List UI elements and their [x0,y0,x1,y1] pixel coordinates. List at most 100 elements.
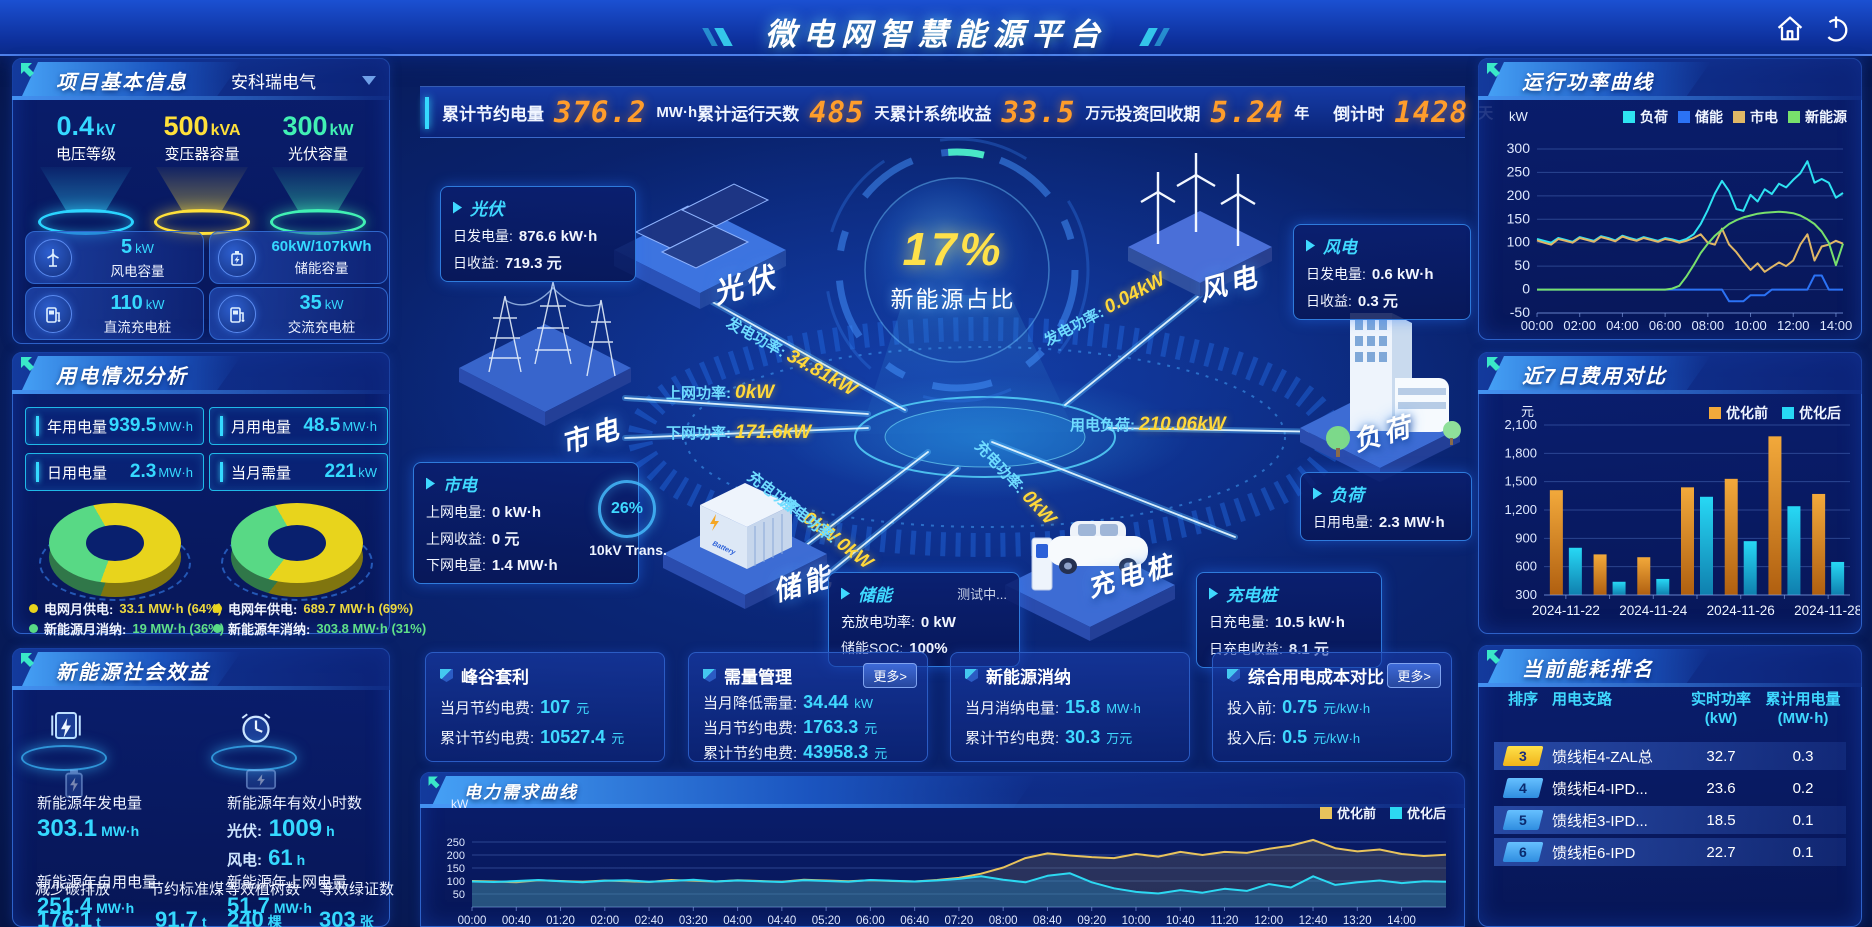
coal-value: 91.7 t [155,907,207,927]
arrow-icon [426,477,435,490]
co2-value: 176.1 t [37,907,101,927]
power-icon[interactable] [1820,13,1852,45]
svg-text:12:00: 12:00 [1777,318,1810,333]
tree-label: 等效植树数 [225,881,301,898]
legend-month-grid: 电网月供电: 33.1 MW·h (64%) [29,599,222,618]
svg-text:02:00: 02:00 [1563,318,1596,333]
battery-ghost-icon [59,767,89,806]
legend-dot [29,624,38,633]
company-dropdown[interactable]: 安科瑞电气 [231,68,376,93]
svg-text:08:40: 08:40 [1033,915,1062,927]
corner-arrow-icon [21,63,34,77]
card-peak-valley-arbitrage: 峰谷套利 当月节约电费: 107 元 累计节约电费: 10527.4 元 [425,652,665,762]
svg-text:150: 150 [447,863,465,875]
load-node-illustration [1300,313,1461,482]
kpi-bar: 累计节约电量 376.2 MW·h 累计运行天数 485 天 累计系统收益 33… [420,86,1493,138]
svg-text:2,100: 2,100 [1504,417,1537,432]
pv-info-panel: 光伏 日发电量: 876.6 kW·h 日收益: 719.3 元 [440,186,636,282]
table-row[interactable]: 3 馈线柜4-ZAL总 32.7 0.3 [1494,742,1846,770]
arrow-icon [1209,587,1218,600]
y-axis-unit: 元 [1521,404,1535,419]
legend-swatch [1389,807,1402,819]
dc-charger-icon [34,294,72,333]
kpi-notch [425,97,429,129]
generation-panel-icon [39,701,93,755]
svg-text:10:40: 10:40 [1166,915,1195,927]
svg-text:10:00: 10:00 [1122,915,1151,927]
svg-text:02:00: 02:00 [590,915,619,927]
storage-capacity-card: 60kW/107kWh 储能容量 [209,231,388,284]
cost-compare-chart: 300 600 900 1,200 1,500 1,800 2,100 2024-11-22 2… [1504,417,1860,618]
table-row[interactable]: 4 馈线柜4-IPD... 23.6 0.2 [1494,774,1846,802]
decor-slash [714,27,734,46]
svg-text:06:00: 06:00 [1649,318,1682,333]
ranking-header: 排序 用电支路 实时功率 (kW) 累计用电量 (MW·h) [1507,691,1841,727]
wind-node-illustration [1128,153,1272,297]
svg-text:07:20: 07:20 [945,915,974,927]
panel-power-curve: 运行功率曲线 kW 负荷 储能 市电 新能源 -50 0 50 100 150 200 25… [1478,58,1862,340]
ranking-table: 排序 用电支路 实时功率 (kW) 累计用电量 (MW·h) 3 馈线柜4-ZAL总… [1494,690,1846,886]
svg-text:11:20: 11:20 [1211,915,1239,927]
corner-arrow-icon [1487,357,1500,371]
svg-text:1,800: 1,800 [1504,445,1537,460]
testing-badge: 测试中... [957,587,1007,602]
kpi-running-days: 累计运行天数 485 天 [697,95,890,129]
legend-dot [213,624,222,633]
svg-text:2024-11-24: 2024-11-24 [1619,603,1688,618]
panel-header: 近7日费用对比 [1478,352,1862,394]
legend-swatch [1788,111,1800,123]
svg-text:00:00: 00:00 [458,915,487,927]
panel-project-info: 项目基本信息 安科瑞电气 0.4 kV 电压等级 500 kVA 变压器容量 300… [12,58,390,344]
transformer-percентage: 26% [598,480,656,538]
svg-text:300: 300 [1515,587,1537,602]
svg-text:50: 50 [453,889,465,901]
svg-text:300: 300 [1507,140,1531,156]
legend-swatch [1709,407,1721,419]
legend-swatch [1733,111,1745,123]
transformer-capacity-stat: 500 kVA 变压器容量 [143,111,261,235]
rank-badge: 3 [1502,746,1544,766]
legend-year-renew: 新能源年消纳: 303.8 MW·h (31%) [213,619,426,638]
panel-header: 电力需求曲线 [420,772,1465,808]
table-row[interactable]: 6 馈线柜6-IPD 22.7 0.1 [1494,838,1846,866]
svg-text:10:00: 10:00 [1734,318,1767,333]
y-axis-unit: kW [1509,109,1528,124]
hours-label: 新能源年有效小时数 [227,795,363,812]
panel-cost-compare: 近7日费用对比 元 优化前 优化后 300 600 900 1,200 1,500 1,8… [1478,352,1862,634]
panel-title: 电力需求曲线 [464,783,578,802]
more-button[interactable]: 更多> [863,663,917,688]
legend-dot [213,604,222,613]
home-icon[interactable] [1774,13,1806,45]
co2-label: 减少碳排放 [35,881,111,898]
tree-value: 240 棵 [227,907,282,927]
panel-title: 用电情况分析 [56,366,188,388]
light-beam [156,167,248,213]
svg-text:14:00: 14:00 [1820,318,1853,333]
panel-title: 新能源社会效益 [56,662,210,684]
svg-text:09:20: 09:20 [1077,915,1106,927]
arrow-icon [841,587,850,600]
monitor-ghost-icon [243,767,279,802]
panel-title: 近7日费用对比 [1522,366,1668,388]
kpi-saved-energy: 累计节约电量 376.2 MW·h [442,95,698,129]
top-bar: 微电网智慧能源平台 [0,0,1872,56]
svg-text:200: 200 [1507,187,1531,203]
wind-capacity-card: 5 kW 风电容量 [25,231,204,284]
panel-usage-analysis: 用电情况分析 年用电量 939.5 MW·h 月用电量 48.5 MW·h 日用电量… [12,352,426,637]
ac-charger-icon [218,294,256,333]
table-row[interactable]: 5 馈线柜3-IPD... 18.5 0.1 [1494,806,1846,834]
svg-text:50: 50 [1514,257,1530,273]
svg-text:06:00: 06:00 [856,915,885,927]
power-chart-legend: 负荷 储能 市电 新能源 [1623,107,1847,127]
corner-arrow-icon [21,357,34,371]
voltage-level-stat: 0.4 kV 电压等级 [27,111,145,235]
pv-hours: 光伏: 1009 h [227,815,335,842]
panel-header: 运行功率曲线 [1478,58,1862,100]
transformer-label: 10kV Trans. [589,542,667,558]
kpi-total-income: 累计系统收益 33.5 万元 [889,95,1116,129]
card-demand-management: 需量管理 更多> 当月降低需量: 34.44 kW 当月节约电费: 1763.3 元 累… [688,652,928,762]
load-info-panel: 负荷 日用电量: 2.3 MW·h [1300,472,1472,541]
chevron-down-icon [362,76,376,85]
svg-text:00:40: 00:40 [502,915,531,927]
more-button[interactable]: 更多> [1387,663,1441,688]
